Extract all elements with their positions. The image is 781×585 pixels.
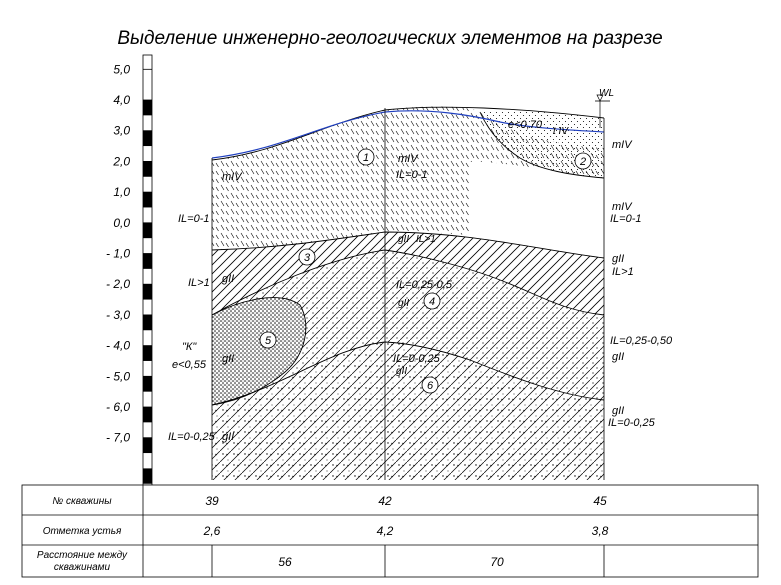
groundwater-level-line: [212, 110, 604, 159]
water-level-marker: WL: [595, 88, 614, 128]
scale-tick-label: 3,0: [113, 124, 130, 138]
annotation-il025-05-right: IL=0,25-0,50: [610, 335, 673, 347]
annotation-gii-right-low: gII: [612, 405, 624, 417]
scale-tick-label: - 1,0: [106, 247, 130, 261]
boundary-1-2: [479, 111, 604, 179]
annotation-miv-right: mIV: [612, 201, 633, 213]
water-level-label: WL: [599, 88, 614, 99]
annotation-tiv: t IV: [553, 126, 569, 137]
element-6-number: 6: [427, 380, 434, 392]
scale-segment: [143, 253, 152, 269]
annotation-il-gt1-center: IL>1: [416, 234, 436, 245]
scale-segment: [143, 192, 152, 208]
strata-fills: [212, 106, 604, 480]
scale-tick-label: 4,0: [113, 93, 130, 107]
collar-elevation-39: 2,6: [203, 524, 221, 538]
borehole-no-39: 39: [205, 494, 219, 508]
scale-segment: [143, 407, 152, 423]
element-2-circle: [574, 152, 592, 170]
table-header-collar-elevation: Отметка устья: [43, 526, 122, 537]
layer-2-fill: [480, 111, 604, 178]
annotation-il-gt1-right: IL>1: [612, 266, 634, 278]
annotation-il01-center: IL=0-1: [396, 169, 428, 181]
scale-segment: [143, 376, 152, 392]
annotation-il0025-right: IL=0-0,25: [608, 417, 656, 429]
annotation-gii-center-low: gII: [396, 366, 407, 377]
element-2-number: 2: [579, 156, 586, 168]
scale-tick-label: - 3,0: [106, 308, 130, 322]
element-1-circle: [357, 148, 375, 166]
annotation-il01-right: IL=0-1: [610, 213, 642, 225]
annotation-gii-left-top: gII: [222, 273, 234, 285]
annotation-e070: e<0,70: [508, 119, 543, 131]
scale-tick-label: - 5,0: [106, 369, 130, 383]
annotation-miv-top: mIV: [398, 153, 419, 165]
annotation-gii-right-mid: gII: [612, 351, 624, 363]
scale-tick-label: - 2,0: [106, 277, 130, 291]
element-6-circle: [421, 376, 439, 394]
annotation-gii-center-mid: gII: [398, 298, 409, 309]
element-3-circle: [298, 248, 316, 266]
scale-segment: [143, 314, 152, 331]
scale-tick-label: 5,0: [113, 62, 130, 76]
element-4-circle: [423, 292, 441, 310]
element-5-number: 5: [265, 335, 272, 347]
scale-tick-label: - 6,0: [106, 400, 130, 414]
annotations: e<0,70 t IV mIV mIV mIV IL=0-1 mIV IL=0-…: [168, 119, 673, 443]
scale-segment: [143, 437, 152, 454]
scale-segment: [143, 345, 152, 361]
scale-tick-label: 1,0: [113, 185, 130, 199]
element-5-circle: [259, 331, 277, 349]
annotation-miv-left: mIV: [222, 171, 243, 183]
annotation-k: "К": [182, 341, 197, 353]
annotation-miv-right-top: mIV: [612, 139, 633, 151]
scale-segment: [143, 468, 152, 484]
distance-42-45: 70: [490, 555, 504, 569]
distance-39-42: 56: [278, 555, 292, 569]
element-1-number: 1: [363, 152, 369, 164]
borehole-no-42: 42: [378, 494, 392, 508]
scale-tick-label: 2,0: [112, 154, 130, 168]
annotation-il01-left: IL=0-1: [178, 213, 210, 225]
scale-segment: [143, 284, 152, 300]
scale-segment: [143, 100, 152, 116]
scale-segment: [143, 161, 152, 177]
annotation-il-gt1-left: IL>1: [188, 277, 210, 289]
scale-segment: [143, 222, 152, 239]
annotation-gii-k: gII: [222, 353, 234, 365]
annotation-gii-center-top: gII: [398, 234, 409, 245]
table-header-distance: Расстояние между скважинами: [37, 550, 128, 573]
annotation-il0025-left: IL=0-0,25: [168, 431, 216, 443]
elevation-scale: 5,0 4,0 3,0 2,0 1,0 0,0 - 1,0 - 2,0 - 3,0 - 4,0 - …: [106, 54, 153, 486]
element-3-number: 3: [304, 252, 311, 264]
layer-5-fill: [212, 297, 306, 405]
collar-elevation-45: 3,8: [592, 524, 609, 538]
annotation-gii-right-top: gII: [612, 253, 624, 265]
element-markers: 1 2 3 4 5 6: [259, 148, 592, 394]
annotation-il025-05-center: IL=0,25-0,5: [396, 279, 453, 291]
annotation-gii-left-low: gII: [222, 431, 234, 443]
element-4-number: 4: [429, 296, 435, 308]
layer-6-fill: [212, 342, 604, 480]
table-header-borehole-no: № скважины: [52, 496, 112, 507]
collar-elevation-42: 4,2: [377, 524, 394, 538]
borehole-no-45: 45: [593, 494, 607, 508]
page-title: Выделение инженерно-геологических элемен…: [117, 28, 662, 49]
boundary-4-6: [212, 341, 604, 406]
scale-tick-label: - 7,0: [106, 431, 130, 445]
scale-tick-label: - 4,0: [106, 339, 130, 353]
layer-4-fill: [212, 250, 604, 405]
annotation-e055: e<0,55: [172, 359, 207, 371]
borehole-table: № скважины Отметка устья Расстояние межд…: [21, 484, 759, 578]
scale-segment: [143, 130, 152, 147]
boundary-3-4: [212, 249, 604, 316]
annotation-il0025-center: IL=0-0,25: [393, 353, 441, 365]
scale-tick-label: 0,0: [113, 216, 130, 230]
